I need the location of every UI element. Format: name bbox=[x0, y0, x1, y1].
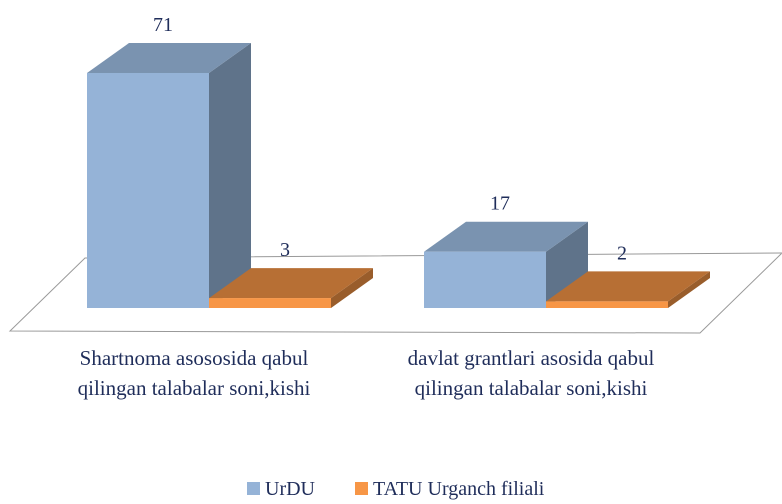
category-label: davlat grantlari asosida qabul qilingan … bbox=[407, 346, 655, 400]
legend-swatch bbox=[247, 482, 260, 495]
bar-side bbox=[209, 42, 251, 309]
bar-front bbox=[87, 72, 209, 309]
bar-front bbox=[546, 301, 668, 308]
category-label: Shartnoma asososida qabul qilingan talab… bbox=[77, 346, 311, 400]
value-label: 2 bbox=[617, 242, 627, 264]
bar bbox=[87, 42, 251, 309]
legend-label: TATU Urganch filiali bbox=[373, 478, 545, 500]
bar bbox=[424, 221, 588, 308]
legend-swatch bbox=[355, 482, 368, 495]
bar-side bbox=[331, 268, 373, 308]
bar-top bbox=[87, 42, 251, 73]
legend-label: UrDU bbox=[265, 478, 316, 500]
bar-top bbox=[209, 268, 373, 299]
bar bbox=[546, 271, 710, 308]
bar bbox=[209, 268, 373, 308]
bar-front bbox=[424, 251, 546, 308]
bar-front bbox=[209, 298, 331, 308]
bar-side bbox=[546, 221, 588, 308]
bar-side bbox=[668, 271, 710, 308]
bar-top bbox=[424, 221, 588, 252]
bar-top bbox=[546, 271, 710, 302]
value-label: 17 bbox=[490, 193, 510, 215]
value-label: 71 bbox=[153, 14, 173, 36]
value-label: 3 bbox=[280, 239, 290, 261]
